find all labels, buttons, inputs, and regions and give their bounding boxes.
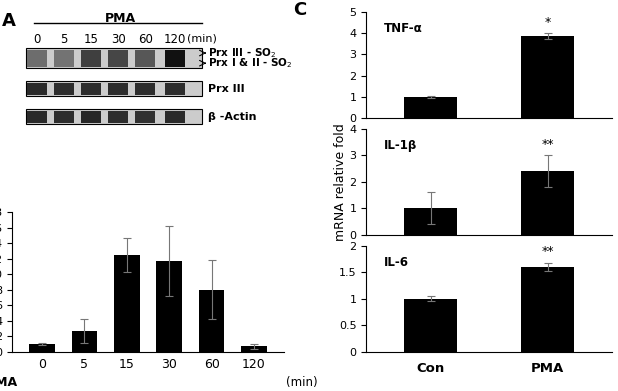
- Bar: [521, 171, 574, 235]
- Bar: [72, 331, 97, 352]
- Bar: [165, 111, 185, 123]
- Text: (min): (min): [187, 33, 217, 43]
- Bar: [29, 344, 55, 352]
- Text: IL-1β: IL-1β: [384, 139, 417, 152]
- Text: **: **: [541, 138, 554, 151]
- Bar: [108, 83, 129, 95]
- Text: 15: 15: [83, 33, 98, 46]
- Text: 60: 60: [138, 33, 153, 46]
- Bar: [81, 111, 101, 123]
- Bar: [165, 50, 185, 67]
- Bar: [27, 50, 47, 67]
- Text: **: **: [541, 246, 554, 258]
- Text: Prx III - SO$_2$: Prx III - SO$_2$: [208, 46, 276, 60]
- Bar: [135, 111, 156, 123]
- Bar: [521, 267, 574, 352]
- Bar: [27, 83, 47, 95]
- Bar: [27, 111, 47, 123]
- Text: (min): (min): [286, 376, 318, 389]
- Text: PMA: PMA: [105, 12, 137, 25]
- Bar: [114, 255, 140, 352]
- Text: *: *: [544, 16, 551, 29]
- Bar: [108, 111, 129, 123]
- Bar: [54, 83, 74, 95]
- Text: β -Actin: β -Actin: [208, 111, 256, 122]
- Bar: [404, 299, 457, 352]
- Bar: [54, 50, 74, 67]
- Text: 0: 0: [33, 33, 40, 46]
- Text: PMA: PMA: [0, 376, 18, 389]
- Text: 120: 120: [164, 33, 187, 46]
- Bar: [108, 50, 129, 67]
- Bar: [199, 290, 224, 352]
- Text: C: C: [293, 1, 306, 19]
- Bar: [241, 346, 267, 352]
- Bar: [135, 50, 156, 67]
- Bar: [404, 97, 457, 118]
- Bar: [165, 83, 185, 95]
- Text: Prx III: Prx III: [208, 84, 244, 93]
- Bar: [81, 83, 101, 95]
- Text: 30: 30: [111, 33, 125, 46]
- Y-axis label: mRNA relative fold: mRNA relative fold: [334, 123, 347, 241]
- Bar: [521, 36, 574, 118]
- Bar: [26, 48, 202, 68]
- Bar: [54, 111, 74, 123]
- Text: Prx I & II - SO$_2$: Prx I & II - SO$_2$: [208, 56, 292, 70]
- Bar: [26, 109, 202, 124]
- Bar: [26, 81, 202, 96]
- Text: A: A: [1, 12, 15, 30]
- Text: IL-6: IL-6: [384, 256, 408, 269]
- Text: 5: 5: [60, 33, 67, 46]
- Bar: [81, 50, 101, 67]
- Text: TNF-α: TNF-α: [384, 22, 422, 35]
- Bar: [156, 261, 182, 352]
- Bar: [404, 208, 457, 235]
- Bar: [135, 83, 156, 95]
